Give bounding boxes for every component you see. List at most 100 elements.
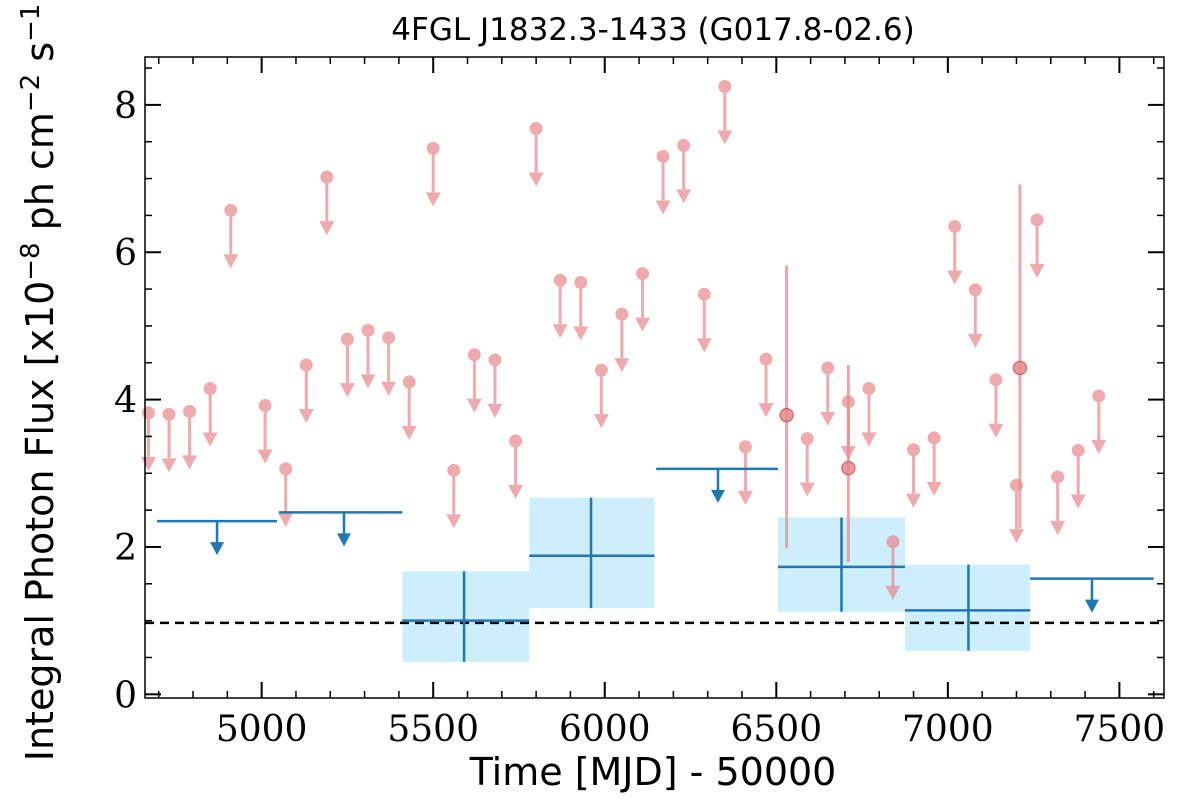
upper-limit-arrowhead: [758, 403, 774, 418]
upper-limit-arrowhead: [202, 432, 218, 447]
upper-limit-marker: [1071, 443, 1085, 457]
upper-limit-marker: [907, 443, 921, 457]
fine-upper-limit: [182, 404, 198, 470]
upper-limit-arrowhead: [278, 512, 294, 527]
y-axis-label: Integral Photon Flux [x10−8 ph cm−2 s−1]: [16, 0, 62, 761]
upper-limit-arrowhead: [885, 585, 901, 600]
fine-upper-limit: [676, 138, 692, 204]
plot-frame: [144, 56, 1165, 699]
upper-limit-marker: [862, 382, 876, 396]
fine-upper-limit: [988, 373, 1004, 438]
coarse-detection: [529, 497, 655, 609]
upper-limit-arrowhead: [737, 490, 753, 505]
detection-marker: [1012, 360, 1028, 376]
coarse-limit-arrowhead: [210, 542, 225, 556]
upper-limit-marker: [447, 463, 461, 477]
fine-upper-limit: [947, 219, 963, 285]
upper-limit-arrowhead: [967, 333, 983, 348]
coarse-error-band: [402, 571, 530, 662]
upper-limit-marker: [402, 375, 416, 389]
upper-limit-arrowhead: [446, 514, 462, 529]
coarse-upper-limit: [1030, 577, 1154, 613]
upper-limit-arrowhead: [1050, 520, 1066, 535]
upper-limit-arrowhead: [552, 324, 568, 339]
upper-limit-marker: [509, 434, 523, 448]
upper-limit-marker: [553, 273, 567, 287]
upper-limit-arrowhead: [926, 481, 942, 496]
fine-upper-limit: [381, 331, 397, 396]
upper-limit-marker: [697, 287, 711, 301]
upper-limit-marker: [574, 275, 588, 289]
upper-limit-arrowhead: [425, 192, 441, 207]
upper-limit-marker: [677, 138, 691, 152]
y-tick-label: 8: [114, 86, 137, 127]
fine-upper-limit: [466, 348, 482, 413]
upper-limit-marker: [948, 219, 962, 233]
fine-upper-limit: [508, 434, 524, 499]
fine-upper-limit: [885, 535, 901, 600]
detection-marker: [779, 407, 794, 423]
upper-limit-marker: [141, 406, 155, 420]
fine-upper-limit: [926, 431, 942, 496]
fine-upper-limit: [906, 443, 922, 508]
upper-limit-marker: [488, 353, 502, 367]
coarse-detection: [778, 517, 905, 612]
upper-limit-marker: [183, 404, 197, 418]
upper-limit-arrowhead: [696, 338, 712, 353]
chart-title: 4FGL J1832.3-1433 (G017.8-02.6): [391, 12, 914, 48]
upper-limit-arrowhead: [487, 403, 503, 418]
upper-limit-arrowhead: [223, 254, 239, 269]
fine-upper-limit: [401, 375, 417, 440]
upper-limit-marker: [989, 373, 1003, 387]
upper-limit-arrowhead: [360, 374, 376, 389]
fine-upper-limit: [967, 283, 983, 348]
x-tick-label: 6500: [730, 709, 822, 750]
upper-limit-marker: [426, 141, 440, 155]
x-tick-label: 7500: [1074, 709, 1166, 750]
y-tick-label: 6: [114, 233, 137, 274]
upper-limit-arrowhead: [401, 425, 417, 440]
fine-upper-limit: [861, 382, 877, 447]
upper-limit-arrowhead: [799, 482, 815, 497]
fine-upper-limit: [223, 203, 239, 269]
upper-limit-arrowhead: [634, 317, 650, 332]
upper-limit-marker: [361, 323, 375, 337]
upper-limit-marker: [299, 358, 313, 372]
upper-limit-marker: [340, 332, 354, 346]
fine-upper-limit: [1008, 478, 1024, 544]
fine-upper-limit: [1029, 213, 1045, 278]
upper-limit-arrowhead: [1029, 263, 1045, 278]
upper-limit-marker: [1030, 213, 1044, 227]
coarse-upper-limit: [656, 467, 779, 503]
detection-marker: [841, 460, 856, 476]
upper-limit-marker: [886, 535, 900, 549]
fine-upper-limit: [202, 382, 218, 447]
upper-limit-marker: [759, 352, 773, 366]
upper-limit-arrowhead: [298, 408, 314, 423]
x-axis-label: Time [MJD] - 50000: [469, 750, 837, 794]
upper-limit-marker: [594, 363, 608, 377]
coarse-upper-limit: [278, 511, 403, 547]
fine-upper-limit: [298, 358, 314, 423]
fine-upper-limit: [446, 463, 462, 529]
x-tick-label: 5000: [216, 709, 308, 750]
fine-upper-limit: [758, 352, 774, 418]
upper-limit-arrowhead: [655, 200, 671, 215]
x-tick-label: 7000: [902, 709, 994, 750]
upper-limit-arrowhead: [676, 189, 692, 204]
fine-upper-limit: [487, 353, 503, 418]
coarse-detection: [402, 571, 530, 662]
upper-limit-arrowhead: [319, 221, 335, 236]
fine-upper-limit: [634, 267, 650, 332]
fine-upper-limit: [593, 363, 609, 429]
fine-detection: [841, 364, 856, 562]
upper-limit-arrowhead: [182, 455, 198, 470]
upper-limit-marker: [320, 170, 334, 184]
y-tick-label: 0: [114, 675, 137, 716]
upper-limit-marker: [615, 307, 629, 321]
upper-limit-marker: [821, 361, 835, 375]
x-tick-label: 6000: [559, 709, 651, 750]
fine-upper-limit: [737, 440, 753, 505]
y-tick-label: 4: [114, 381, 137, 422]
fine-detection: [779, 265, 794, 549]
